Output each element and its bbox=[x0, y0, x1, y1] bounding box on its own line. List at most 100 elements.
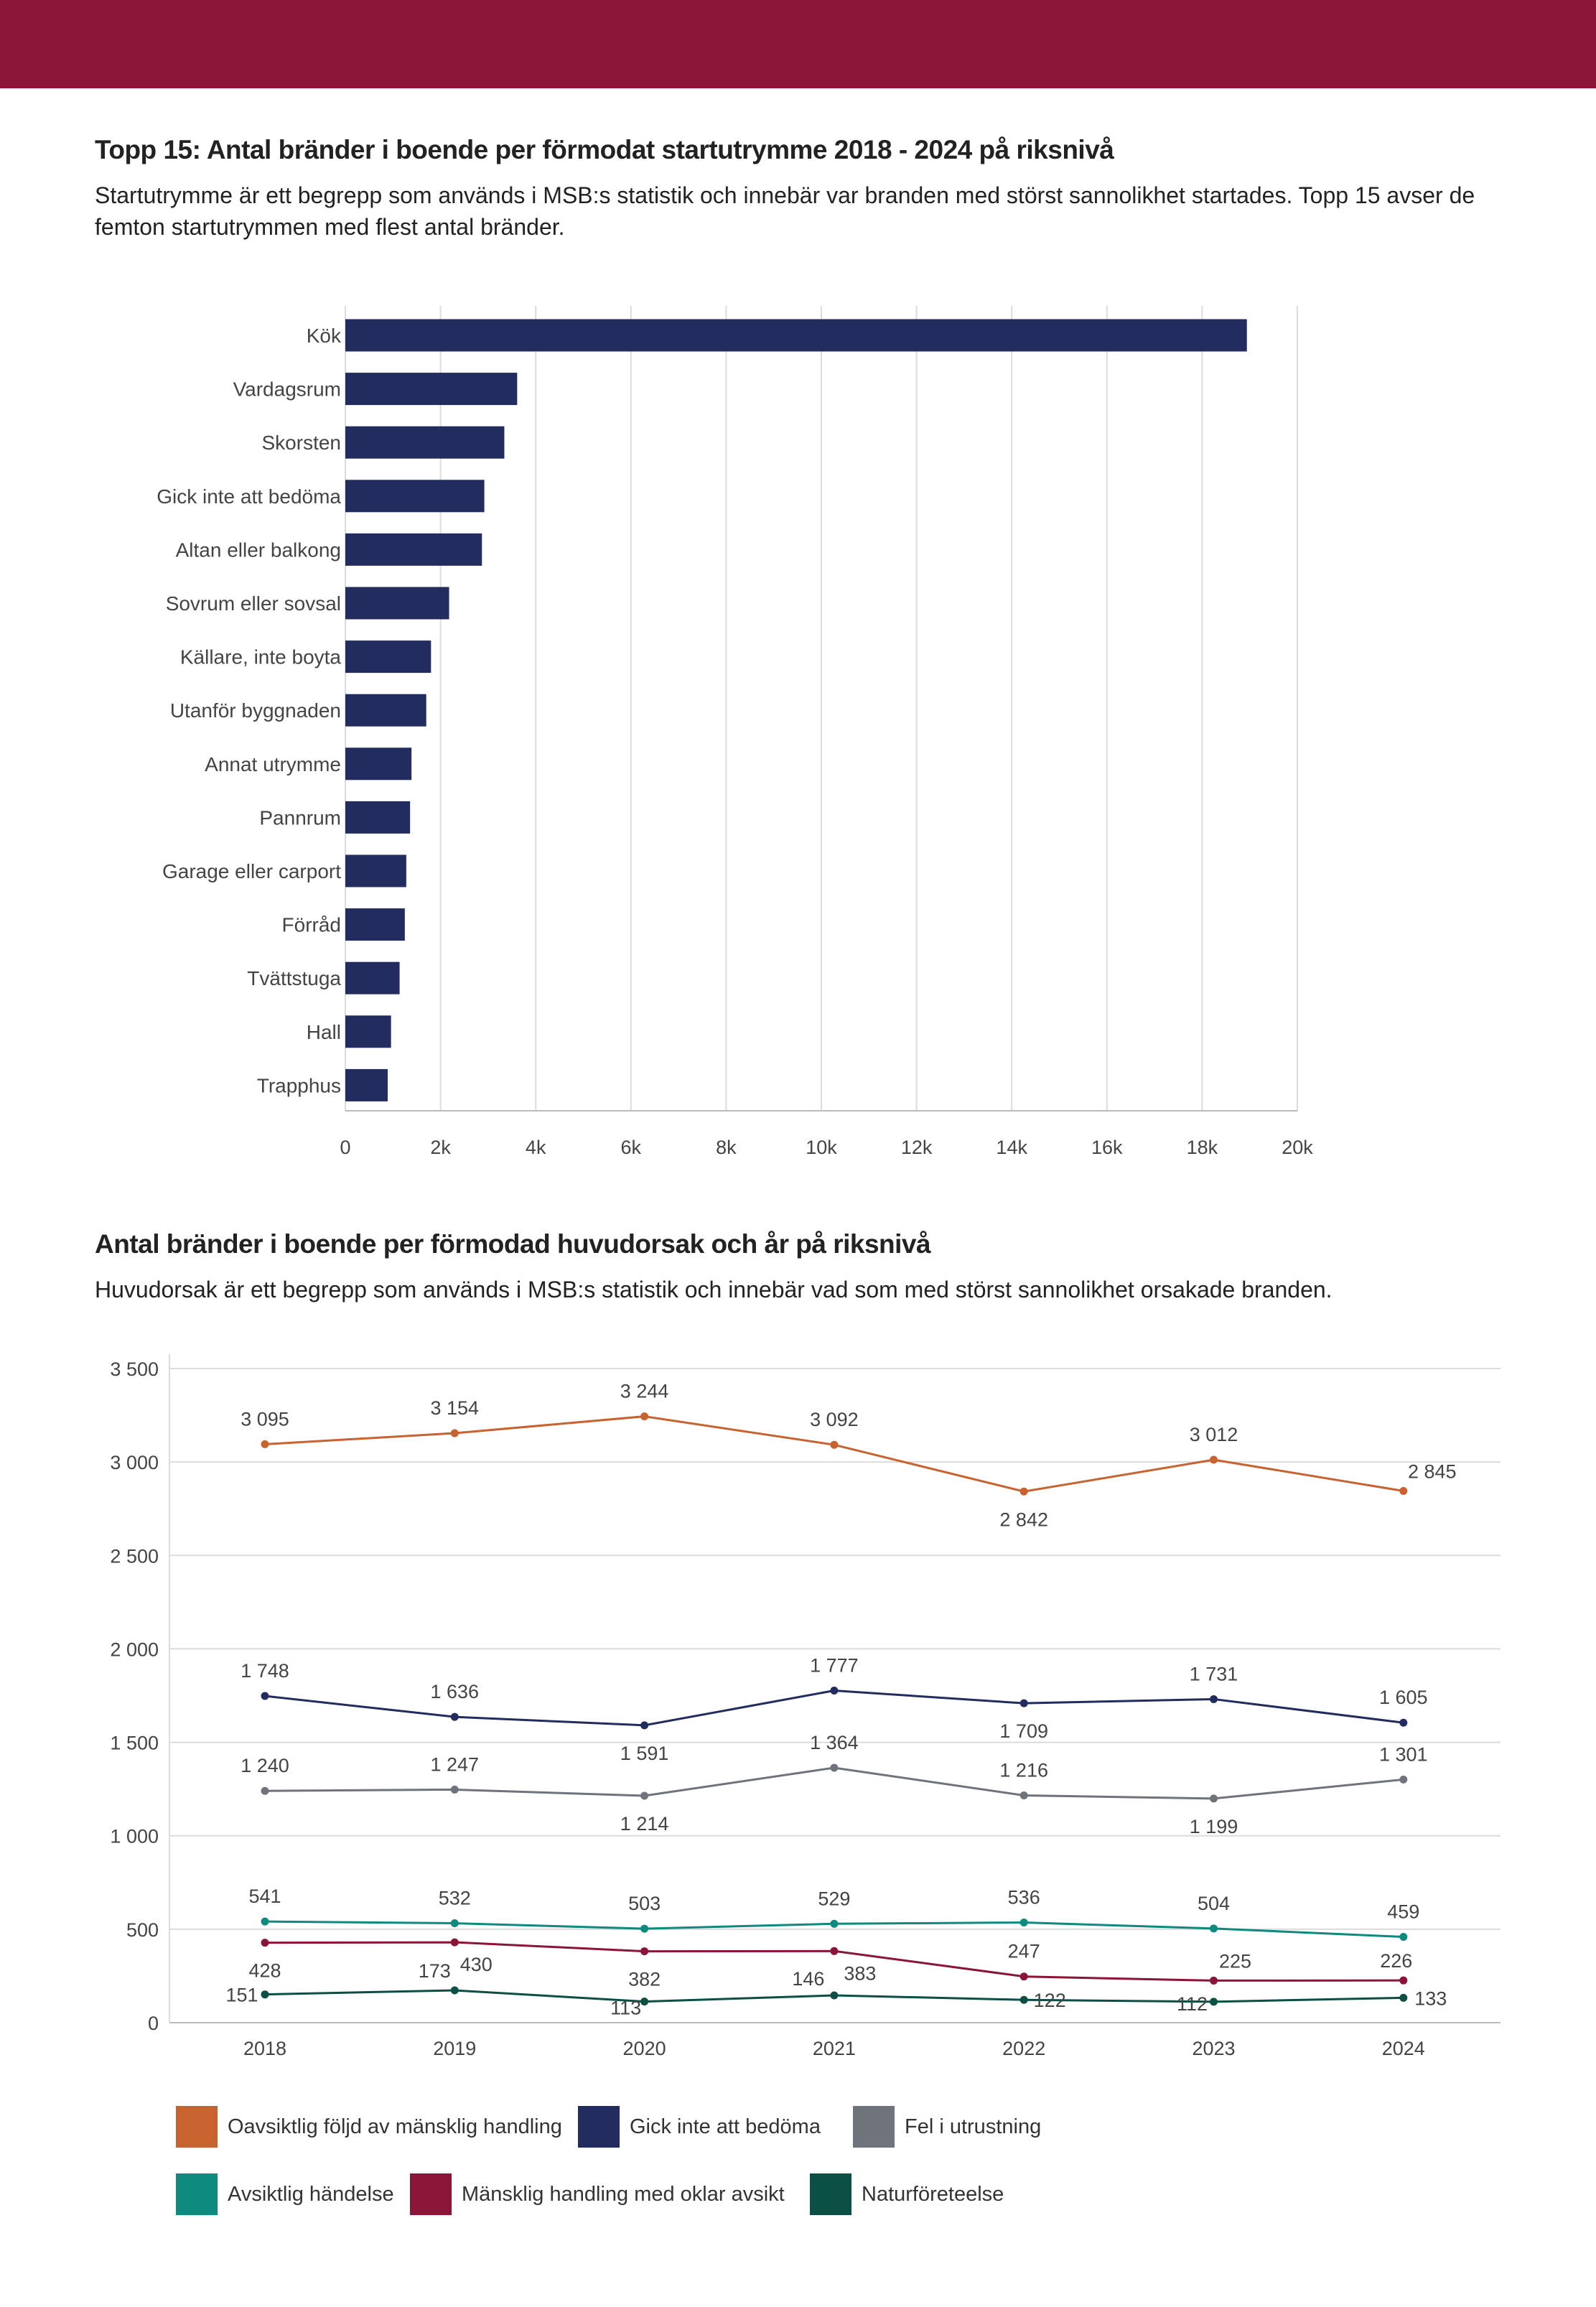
y-tick-label: 500 bbox=[126, 1919, 159, 1941]
data-point bbox=[1210, 1998, 1218, 2006]
bar-chart-title: Topp 15: Antal bränder i boende per förm… bbox=[95, 135, 1114, 164]
data-point bbox=[1399, 1775, 1408, 1784]
data-point bbox=[261, 1786, 269, 1795]
category-label: Utanför byggnaden bbox=[170, 699, 341, 722]
legend-label: Gick inte att bedöma bbox=[630, 2115, 821, 2138]
legend-swatch bbox=[176, 2173, 218, 2215]
bar bbox=[345, 854, 406, 887]
data-point bbox=[1019, 1791, 1028, 1799]
data-label: 383 bbox=[844, 1962, 876, 1984]
data-point bbox=[640, 1998, 649, 2006]
category-label: Gick inte att bedöma bbox=[157, 485, 341, 508]
category-label: Källare, inte boyta bbox=[180, 646, 342, 668]
x-tick-label: 18k bbox=[1187, 1137, 1218, 1158]
legend-label: Oavsiktlig följd av mänsklig handling bbox=[228, 2115, 562, 2138]
x-tick-label: 2023 bbox=[1192, 2038, 1235, 2059]
x-tick-label: 4k bbox=[526, 1137, 546, 1158]
category-label: Annat utrymme bbox=[205, 753, 341, 775]
bar bbox=[345, 373, 518, 406]
y-tick-label: 3 500 bbox=[110, 1358, 159, 1380]
data-point bbox=[450, 1429, 459, 1437]
x-tick-label: 14k bbox=[996, 1137, 1027, 1158]
data-label: 1 301 bbox=[1379, 1743, 1428, 1765]
data-point bbox=[1399, 1976, 1408, 1985]
data-point bbox=[1019, 1699, 1028, 1707]
legend-item: Avsiktlig händelse bbox=[176, 2173, 394, 2215]
y-tick-label: 1 500 bbox=[110, 1733, 159, 1754]
line-chart: 0 500 1 000 1 500 2 000 2 500 3 000 3 500 2018 20… bbox=[110, 1354, 1501, 2059]
data-label: 1 247 bbox=[431, 1753, 480, 1775]
data-label: 122 bbox=[1034, 1990, 1066, 2011]
x-tick-label: 10k bbox=[806, 1137, 837, 1158]
data-label: 504 bbox=[1198, 1893, 1230, 1914]
y-tick-label: 3 000 bbox=[110, 1452, 159, 1473]
x-tick-label: 16k bbox=[1091, 1137, 1123, 1158]
bar bbox=[345, 1015, 391, 1048]
data-label: 3 154 bbox=[431, 1397, 480, 1419]
category-label: Vardagsrum bbox=[233, 378, 341, 401]
data-point bbox=[640, 1791, 649, 1800]
data-point bbox=[830, 1763, 839, 1772]
y-tick-label: 2 500 bbox=[110, 1545, 159, 1567]
data-point bbox=[1399, 1718, 1408, 1727]
bar bbox=[345, 908, 405, 941]
legend-item: Naturföreteelse bbox=[810, 2173, 1004, 2215]
data-label: 1 216 bbox=[999, 1759, 1048, 1781]
bar bbox=[345, 961, 400, 994]
x-tick-label: 2019 bbox=[433, 2038, 476, 2059]
data-point bbox=[1210, 1794, 1218, 1803]
data-point bbox=[450, 1938, 459, 1947]
data-label: 3 092 bbox=[810, 1409, 859, 1430]
legend-label: Mänsklig handling med oklar avsikt bbox=[462, 2182, 785, 2206]
bar bbox=[345, 1068, 388, 1101]
data-label: 112 bbox=[1177, 1993, 1208, 2015]
data-label: 503 bbox=[628, 1893, 661, 1914]
category-label: Förråd bbox=[282, 914, 341, 936]
data-label: 1 591 bbox=[620, 1743, 669, 1764]
data-point bbox=[1019, 1918, 1028, 1926]
bar bbox=[345, 640, 431, 674]
data-point bbox=[450, 1919, 459, 1928]
bar bbox=[345, 587, 449, 620]
data-label: 225 bbox=[1219, 1950, 1251, 1972]
data-point bbox=[1210, 1455, 1218, 1464]
y-tick-label: 2 000 bbox=[110, 1639, 159, 1660]
legend-swatch bbox=[176, 2106, 218, 2148]
data-point bbox=[450, 1986, 459, 1995]
bar-chart-subtitle: Startutrymme är ett begrepp som används … bbox=[95, 182, 1475, 240]
bar bbox=[345, 747, 412, 780]
data-label: 247 bbox=[1008, 1941, 1040, 1962]
data-label: 1 605 bbox=[1379, 1687, 1428, 1708]
data-point bbox=[1019, 1995, 1028, 2004]
data-label: 1 240 bbox=[241, 1755, 289, 1776]
legend-item: Gick inte att bedöma bbox=[578, 2106, 821, 2148]
x-tick-label: 6k bbox=[621, 1137, 642, 1158]
x-tick-label: 12k bbox=[901, 1137, 933, 1158]
data-label: 430 bbox=[460, 1954, 493, 1975]
data-label: 2 842 bbox=[999, 1509, 1048, 1530]
data-point bbox=[1210, 1976, 1218, 1985]
category-label: Garage eller carport bbox=[162, 860, 341, 882]
bar bbox=[345, 533, 482, 566]
data-point bbox=[261, 1990, 269, 1999]
x-tick-label: 8k bbox=[716, 1137, 737, 1158]
legend-swatch bbox=[853, 2106, 895, 2148]
data-label: 536 bbox=[1008, 1886, 1040, 1908]
data-point bbox=[640, 1412, 649, 1421]
legend-label: Fel i utrustning bbox=[905, 2115, 1042, 2138]
data-label: 151 bbox=[225, 1985, 258, 2006]
data-point bbox=[830, 1991, 839, 2000]
category-label: Skorsten bbox=[262, 432, 342, 454]
data-point bbox=[830, 1686, 839, 1695]
bar bbox=[345, 694, 426, 727]
data-label: 1 731 bbox=[1190, 1663, 1238, 1684]
data-label: 1 709 bbox=[999, 1720, 1048, 1742]
data-point bbox=[1210, 1695, 1218, 1703]
legend-item: Mänsklig handling med oklar avsikt bbox=[410, 2173, 785, 2215]
data-point bbox=[261, 1692, 269, 1700]
x-tick-label: 2k bbox=[430, 1137, 451, 1158]
data-label: 226 bbox=[1380, 1950, 1412, 1972]
data-label: 1 777 bbox=[810, 1654, 859, 1676]
category-label: Tvättstuga bbox=[247, 967, 341, 989]
line-chart-title: Antal bränder i boende per förmodad huvu… bbox=[95, 1229, 931, 1259]
